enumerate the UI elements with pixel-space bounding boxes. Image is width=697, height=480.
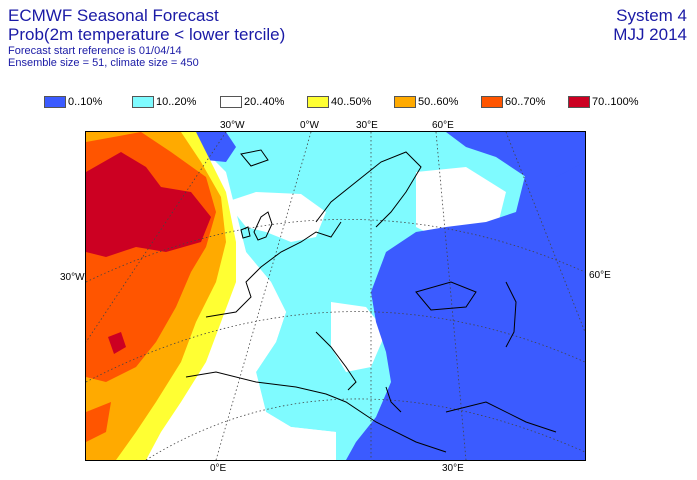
coastline [253,211,273,241]
graticule-line [145,398,585,460]
coastline [205,221,342,318]
lon-label-top: 60°E [432,120,454,131]
legend-item: 40..50% [307,95,371,109]
graticule-line [435,132,467,460]
legend-label: 0..10% [68,96,103,108]
legend-swatch [481,96,503,108]
map-subtitle: Prob(2m temperature < lower tercile) [8,25,286,44]
system-label: System 4 [616,6,687,25]
legend-item: 60..70% [481,95,545,109]
season-label: MJJ 2014 [613,25,687,44]
lat-label-right: 60°E [589,270,611,281]
legend-label: 50..60% [418,96,459,108]
coastline [415,281,477,311]
lon-label-top: 30°W [220,120,245,131]
coastline [240,226,251,239]
region-20-40 [331,302,386,372]
legend-label: 20..40% [244,96,285,108]
legend-swatch [307,96,329,108]
lon-label-bottom: 0°E [210,463,227,474]
legend-item: 50..60% [394,95,458,109]
header-right: System 4 MJJ 2014 [613,6,687,44]
graticule [86,132,585,460]
region-0-10 [346,132,585,460]
legend-swatch [568,96,590,108]
coastline [240,149,269,167]
graticule-line [86,311,585,383]
ensemble-size: Ensemble size = 51, climate size = 450 [8,57,199,69]
lon-label-top: 30°E [356,120,378,131]
legend-swatch [220,96,242,108]
coastlines [185,149,557,453]
coastline [185,371,447,453]
region-0-10 [446,132,585,177]
lon-label-bottom: 30°E [442,463,464,474]
legend-swatch [44,96,66,108]
legend-item: 20..40% [220,95,284,109]
legend-label: 70..100% [592,96,639,108]
coastline [315,331,357,391]
coastline [445,401,557,433]
region-20-40 [226,192,326,242]
probability-map [86,132,585,460]
legend-item: 0..10% [44,95,102,109]
coastline [385,386,402,413]
legend: 0..10% 10..20% 20..40% 40..50% 50..60% 6… [44,95,664,109]
forecast-start: Forecast start reference is 01/04/14 [8,45,182,57]
lon-label-top: 0°W [300,120,319,131]
legend-label: 60..70% [505,96,546,108]
legend-label: 40..50% [331,96,372,108]
header: ECMWF Seasonal Forecast Prob(2m temperat… [8,6,285,69]
coastline [505,281,517,348]
coastline [315,151,422,228]
legend-item: 10..20% [132,95,196,109]
region-70-100 [86,152,211,257]
legend-swatch [394,96,416,108]
region-60-70 [86,402,111,442]
legend-label: 10..20% [156,96,197,108]
region-70-100 [108,332,126,354]
graticule-line [215,132,312,460]
lat-label-left: 30°W [60,272,85,283]
legend-swatch [132,96,154,108]
forecast-map [85,131,586,461]
legend-item: 70..100% [568,95,638,109]
map-title: ECMWF Seasonal Forecast [8,6,219,25]
region-20-40 [156,192,336,460]
